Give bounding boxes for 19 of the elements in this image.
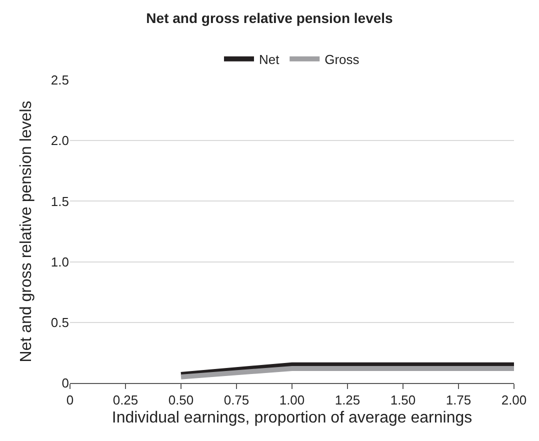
x-axis-title: Individual earnings, proportion of average earnings [112,409,472,426]
legend-label: Gross [324,52,360,67]
x-tick-label: 0.25 [112,392,138,408]
y-tick-label: 1.5 [50,194,69,209]
chart-title: Net and gross relative pension levels [146,10,394,26]
x-tick-label: 0.50 [168,392,194,408]
y-axis-title: Net and gross relative pension levels [18,100,35,362]
x-tick-label: 2.00 [501,392,527,408]
x-tick-label: 1.00 [279,392,305,408]
y-tick-label: 1.0 [50,254,69,270]
x-tick-label: 1.75 [446,392,472,408]
y-tick-label: 2.5 [50,72,69,88]
y-tick-label: 0 [62,376,69,391]
y-tick-label: 2.0 [50,133,69,148]
legend-label: Net [259,52,280,67]
x-tick-label: 1.25 [334,392,360,408]
x-tick-label: 0.75 [224,392,250,408]
x-tick-label: 1.50 [390,392,416,408]
y-tick-label: 0.5 [50,314,69,330]
